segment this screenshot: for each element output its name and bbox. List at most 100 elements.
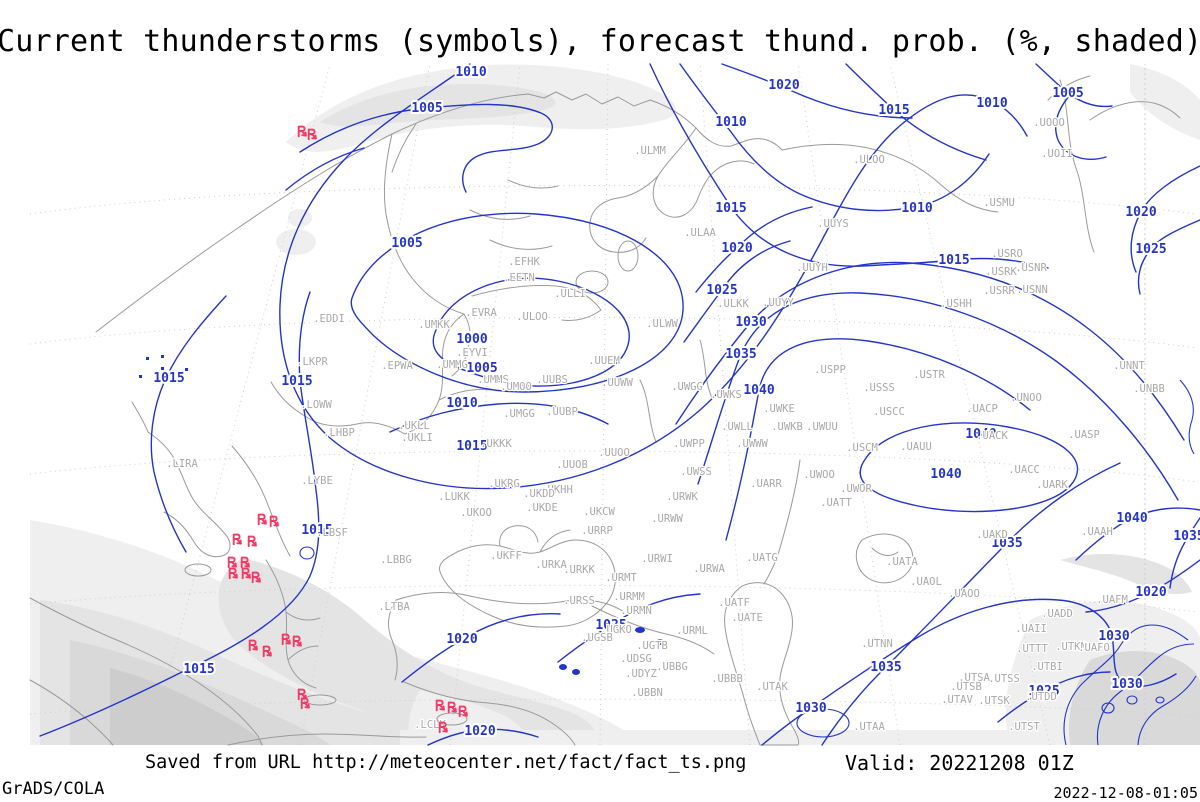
isobar-label: 1030 bbox=[1098, 629, 1129, 644]
isobar-label: 1035 bbox=[1173, 529, 1200, 544]
station-label: .UWGG bbox=[671, 381, 703, 393]
station-label: .USMU bbox=[983, 197, 1015, 209]
probability-shading-layer bbox=[30, 64, 1200, 745]
station-label: .LBSF bbox=[316, 527, 348, 539]
station-label: .UTSB bbox=[950, 681, 982, 693]
isobar-label: 1030 bbox=[735, 315, 766, 330]
station-label: .UACC bbox=[1008, 464, 1040, 476]
station-label: .USSS bbox=[863, 382, 895, 394]
isobar-label: 1040 bbox=[930, 467, 961, 482]
station-label: .UATG bbox=[746, 552, 778, 564]
isobar-label: 1025 bbox=[1028, 684, 1059, 699]
station-label: .UATF bbox=[718, 597, 750, 609]
station-label: .UWUU bbox=[806, 421, 838, 433]
station-label: .EDDI bbox=[313, 313, 345, 325]
station-label: .USHH bbox=[940, 298, 972, 310]
station-label: .UWWW bbox=[736, 438, 768, 450]
thunderstorm-icon bbox=[257, 513, 267, 526]
station-label: .UMOO bbox=[500, 381, 532, 393]
isobar-label: 1020 bbox=[1135, 585, 1166, 600]
station-label: .UWOO bbox=[803, 469, 835, 481]
valid-time-text: Valid: 20221208 01Z bbox=[845, 751, 1074, 775]
station-label: .UBBN bbox=[631, 687, 663, 699]
isobar-label: 1015 bbox=[153, 371, 184, 386]
station-label: .UWPP bbox=[673, 438, 705, 450]
isobar-label: 1040 bbox=[1116, 511, 1147, 526]
station-label: .UATT bbox=[820, 497, 852, 509]
station-label: .UWKE bbox=[763, 403, 795, 415]
station-label: .UMMG bbox=[436, 359, 468, 371]
station-label: .ULLI bbox=[554, 288, 586, 300]
station-label: .UUYY bbox=[762, 297, 794, 309]
thunderstorm-icon bbox=[232, 533, 242, 546]
isobar-label: 1015 bbox=[301, 523, 332, 538]
station-label: .ULMM bbox=[634, 145, 666, 157]
isobar-label: 1025 bbox=[595, 618, 626, 633]
station-label: .UTKN bbox=[1055, 641, 1087, 653]
isobar-label: 1035 bbox=[725, 347, 756, 362]
thunderstorm-icon bbox=[269, 515, 279, 528]
station-label: .UWOR bbox=[840, 483, 872, 495]
station-label: .UKOO bbox=[460, 507, 492, 519]
station-label: .URWA bbox=[693, 563, 725, 575]
station-label: .USNR bbox=[1015, 262, 1047, 274]
station-label: .UUYS bbox=[817, 218, 849, 230]
station-label: .UATE bbox=[731, 612, 763, 624]
isobar-label: 1035 bbox=[991, 536, 1022, 551]
isobar-label: 1030 bbox=[795, 701, 826, 716]
station-label: .UADD bbox=[1041, 608, 1073, 620]
station-label: .UUEM bbox=[588, 355, 620, 367]
station-label: .UACP bbox=[966, 403, 998, 415]
station-label: .UTAV bbox=[941, 694, 973, 706]
station-label: .UUBP bbox=[546, 406, 578, 418]
station-label: .USCC bbox=[873, 406, 905, 418]
station-label: .URSS bbox=[563, 595, 595, 607]
station-label: .UAFO bbox=[1078, 642, 1110, 654]
isobar-label: 1020 bbox=[464, 724, 495, 739]
station-label: .LIRA bbox=[166, 458, 198, 470]
isobar-label: 1030 bbox=[1111, 677, 1142, 692]
station-label: .ULKK bbox=[717, 298, 749, 310]
station-label: .UKKK bbox=[480, 438, 512, 450]
station-label: .UDYZ bbox=[625, 668, 657, 680]
station-label: .UTDD bbox=[1025, 691, 1057, 703]
station-label: .UTBI bbox=[1031, 661, 1063, 673]
station-label: .URRP bbox=[581, 525, 613, 537]
station-label: .URMT bbox=[605, 572, 637, 584]
station-label: .UAUU bbox=[900, 441, 932, 453]
saved-url-text: Saved from URL http://meteocenter.net/fa… bbox=[145, 752, 747, 773]
station-label: .LHBP bbox=[323, 427, 355, 439]
station-label: .URKK bbox=[563, 564, 595, 576]
station-label: .USRR bbox=[983, 285, 1015, 297]
station-label: .UTST bbox=[1008, 721, 1040, 733]
station-label: .USRO bbox=[991, 248, 1023, 260]
isobar-label: 1000 bbox=[456, 332, 487, 347]
isobar-label: 1010 bbox=[901, 201, 932, 216]
coastline-layer bbox=[29, 75, 1181, 746]
station-label: .UGSB bbox=[581, 632, 613, 644]
isobar-layer bbox=[39, 63, 1200, 746]
isobar-label: 1020 bbox=[768, 78, 799, 93]
station-label: .UTTT bbox=[1016, 643, 1048, 655]
isobar-label: 1040 bbox=[743, 383, 774, 398]
station-label: .UKDE bbox=[526, 502, 558, 514]
isobar-label: 1010 bbox=[446, 396, 477, 411]
station-label: .UOII bbox=[1041, 148, 1073, 160]
isobar-label: 1040 bbox=[965, 427, 996, 442]
isobar-label: 1025 bbox=[1135, 242, 1166, 257]
isobar-label: 1005 bbox=[1052, 86, 1083, 101]
station-label: .UAII bbox=[1015, 623, 1047, 635]
lakes-layer bbox=[139, 355, 664, 675]
isobar-label: 1010 bbox=[715, 115, 746, 130]
station-label: .UUBS bbox=[536, 374, 568, 386]
station-label: .UAOL bbox=[910, 576, 942, 588]
isobar-labels-layer: 1005 1005 1010 1010 1020 1015 1020 1025 1015 1010… bbox=[151, 63, 1200, 741]
station-label: .UWSS bbox=[680, 466, 712, 478]
station-label: .EFHK bbox=[508, 256, 540, 268]
station-label: .UBBG bbox=[656, 661, 688, 673]
station-label: .UAOO bbox=[948, 588, 980, 600]
station-label: .UTAA bbox=[853, 721, 885, 733]
station-label: .UASP bbox=[1068, 429, 1100, 441]
station-label: .UATA bbox=[886, 556, 918, 568]
